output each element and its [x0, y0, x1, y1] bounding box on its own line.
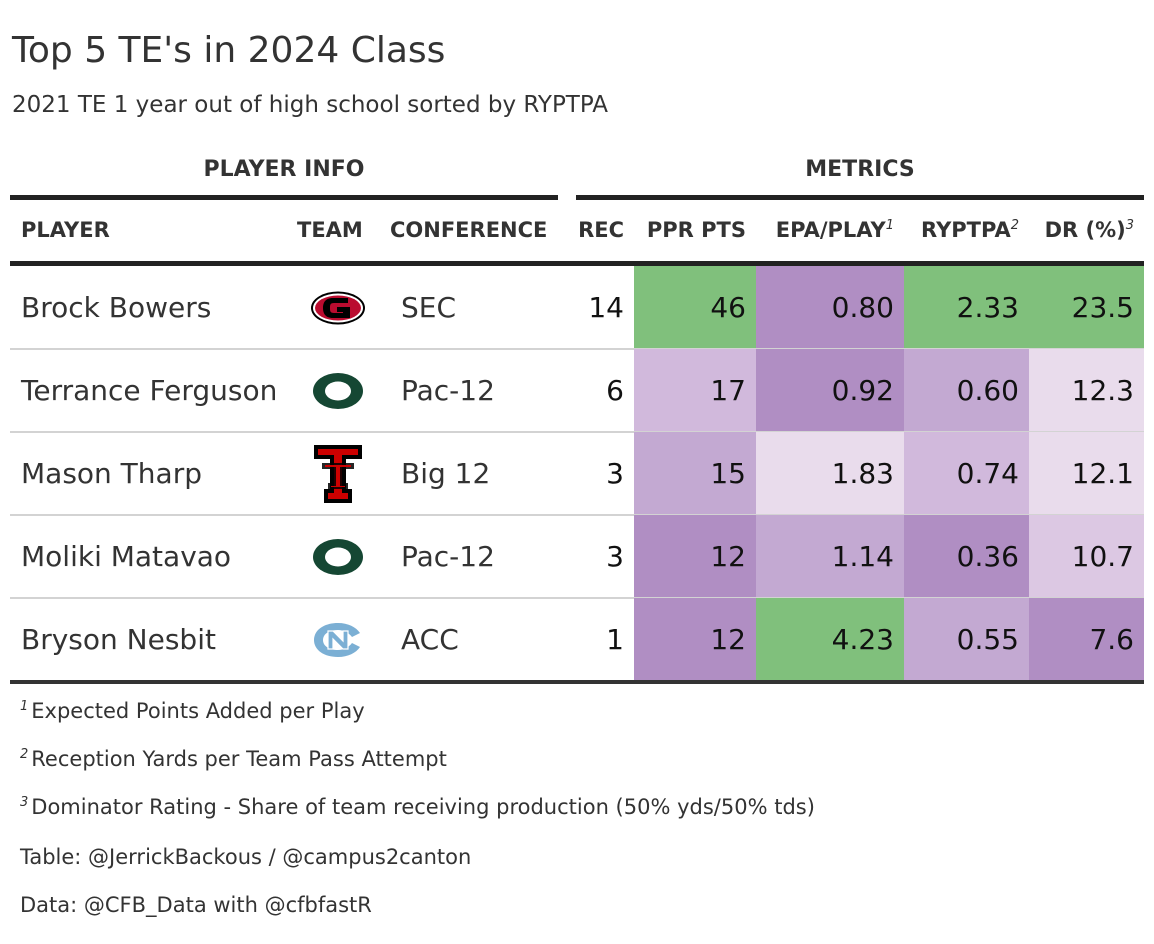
rec-cell: 6 [606, 374, 624, 407]
col-header-dr: DR (%)3 [1045, 218, 1134, 248]
unc-logo-icon [308, 619, 368, 661]
epa-play-cell: 0.80 [756, 266, 904, 349]
ppr-pts-cell: 17 [634, 349, 756, 432]
col-header-epa-label: EPA/PLAY [775, 218, 886, 242]
team-logo-cell [290, 349, 385, 432]
table-row: Moliki Matavao Pac-12 3 12 1.14 0.36 10.7 [10, 515, 1144, 598]
player-name-cell: Brock Bowers [21, 291, 212, 324]
player-name-cell: Bryson Nesbit [21, 623, 216, 656]
table-subtitle: 2021 TE 1 year out of high school sorted… [12, 92, 608, 118]
col-header-player: PLAYER [21, 218, 110, 242]
spanner-rule-player-info [10, 195, 558, 200]
ryptpa-cell: 2.33 [904, 266, 1029, 349]
ppr-pts-cell: 46 [634, 266, 756, 349]
col-header-epa: EPA/PLAY1 [776, 218, 894, 248]
team-logo-cell [290, 515, 385, 598]
dr-pct-cell: 12.3 [1029, 349, 1144, 432]
conference-cell: Pac-12 [401, 540, 495, 573]
table-row: Bryson Nesbit ACC 1 12 4.23 0.55 7.6 [10, 598, 1144, 681]
player-name-cell: Mason Tharp [21, 457, 202, 490]
source-data: Data: @CFB_Data with @cfbfastR [20, 893, 372, 917]
table-title: Top 5 TE's in 2024 Class [12, 30, 446, 71]
footnote-3: 3 Dominator Rating - Share of team receiv… [20, 795, 815, 819]
table-row: Mason Tharp Big 12 3 15 1.83 0.74 12.1 [10, 432, 1144, 515]
col-header-conference: CONFERENCE [390, 218, 548, 242]
conference-cell: SEC [401, 291, 457, 324]
epa-play-cell: 1.14 [756, 515, 904, 598]
source-table: Table: @JerrickBackous / @campus2canton [20, 845, 472, 869]
conference-cell: ACC [401, 623, 459, 656]
spanner-metrics: METRICS [805, 157, 915, 182]
texas-tech-logo-icon [312, 443, 364, 505]
row-divider [10, 431, 1144, 433]
ryptpa-cell: 0.36 [904, 515, 1029, 598]
ppr-pts-cell: 15 [634, 432, 756, 515]
rec-cell: 1 [606, 623, 624, 656]
ppr-pts-cell: 12 [634, 598, 756, 681]
dr-pct-cell: 7.6 [1029, 598, 1144, 681]
footnote-mark-3: 3 [1125, 218, 1134, 233]
player-name-cell: Moliki Matavao [21, 540, 232, 573]
conference-cell: Pac-12 [401, 374, 495, 407]
ryptpa-cell: 0.55 [904, 598, 1029, 681]
footnote-1-text: Expected Points Added per Play [31, 699, 365, 723]
spanner-player-info: PLAYER INFO [203, 157, 365, 182]
ryptpa-cell: 0.60 [904, 349, 1029, 432]
rec-cell: 3 [606, 540, 624, 573]
footnote-2-mark: 2 [20, 747, 29, 762]
footnote-3-mark: 3 [20, 795, 29, 810]
footnote-3-text: Dominator Rating - Share of team receivi… [31, 795, 815, 819]
footnote-1: 1 Expected Points Added per Play [20, 699, 365, 723]
team-logo-cell [290, 598, 385, 681]
epa-play-cell: 4.23 [756, 598, 904, 681]
dr-pct-cell: 10.7 [1029, 515, 1144, 598]
oregon-logo-icon [310, 537, 366, 577]
player-name-cell: Terrance Ferguson [21, 374, 278, 407]
col-header-rec: REC [578, 218, 624, 242]
team-logo-cell [290, 432, 385, 515]
team-logo-cell [290, 266, 385, 349]
georgia-logo-icon [310, 290, 366, 326]
footnote-2-text: Reception Yards per Team Pass Attempt [31, 747, 447, 771]
col-header-dr-label: DR (%) [1044, 218, 1126, 242]
spanner-rule-metrics [576, 195, 1144, 200]
col-header-ryptpa: RYPTPA2 [921, 218, 1019, 248]
col-header-team: TEAM [297, 218, 363, 242]
epa-play-cell: 0.92 [756, 349, 904, 432]
footnote-mark-2: 2 [1010, 218, 1019, 233]
row-divider [10, 348, 1144, 350]
rec-cell: 14 [588, 291, 624, 324]
dr-pct-cell: 23.5 [1029, 266, 1144, 349]
epa-play-cell: 1.83 [756, 432, 904, 515]
footnote-1-mark: 1 [20, 699, 29, 714]
header-rule [10, 261, 1144, 266]
col-header-ppr: PPR PTS [646, 218, 746, 242]
col-header-ryptpa-label: RYPTPA [921, 218, 1011, 242]
row-divider [10, 597, 1144, 599]
footnote-2: 2 Reception Yards per Team Pass Attempt [20, 747, 447, 771]
rec-cell: 3 [606, 457, 624, 490]
table-row: Brock Bowers SEC 14 46 0.80 2.33 23.5 [10, 266, 1144, 349]
oregon-logo-icon [310, 371, 366, 411]
ryptpa-cell: 0.74 [904, 432, 1029, 515]
dr-pct-cell: 12.1 [1029, 432, 1144, 515]
table-bottom-rule [10, 680, 1144, 684]
footnote-mark-1: 1 [885, 218, 894, 233]
table-row: Terrance Ferguson Pac-12 6 17 0.92 0.60 12.3 [10, 349, 1144, 432]
ppr-pts-cell: 12 [634, 515, 756, 598]
row-divider [10, 514, 1144, 516]
conference-cell: Big 12 [401, 457, 491, 490]
